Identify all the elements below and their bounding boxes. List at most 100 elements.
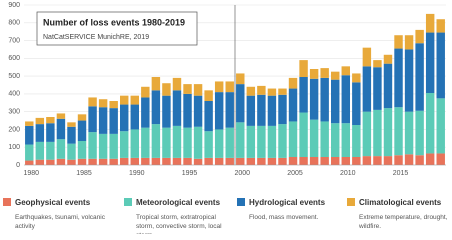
chart: 0 100 200 300 400 500 600 700 800 900 1980 1985 1990…: [3, 2, 448, 234]
bar-segment: [214, 157, 224, 165]
bar-segment: [35, 141, 45, 160]
bar-segment: [278, 124, 287, 158]
bar-segment: [109, 101, 118, 109]
bar-segment: [415, 110, 424, 156]
bar-segment: [352, 82, 361, 125]
bar-segment: [331, 157, 340, 165]
bar-segment: [415, 155, 424, 165]
bar-segment: [225, 92, 234, 128]
bar-segment: [88, 106, 97, 133]
bar-segment: [425, 93, 435, 154]
bar-segment: [193, 95, 203, 127]
bar-segment: [88, 158, 97, 165]
bar-segment: [425, 153, 435, 165]
bar-segment: [141, 127, 150, 158]
bar-segment: [77, 114, 87, 121]
bar-segment: [236, 73, 245, 85]
bar-segment: [172, 125, 182, 158]
bar-segment: [67, 143, 76, 160]
bar-segment: [425, 32, 435, 93]
bar-segment: [236, 122, 245, 158]
bar-segment: [331, 123, 340, 157]
bar-segment: [362, 156, 372, 165]
bar-segment: [352, 157, 361, 165]
bar-segment: [141, 97, 150, 128]
bar-segment: [436, 153, 445, 165]
bar-segment: [383, 63, 393, 109]
bar-segment: [373, 67, 382, 110]
bar-segment: [394, 155, 403, 165]
bar-segment: [341, 66, 350, 76]
x-tick-label: 2010: [340, 170, 356, 177]
legend-label: Climatological events: [359, 198, 442, 207]
bar-segment: [35, 159, 45, 165]
bar-segment: [362, 111, 372, 157]
bar-segment: [246, 95, 256, 126]
bar-segment: [25, 160, 34, 165]
bar-segment: [299, 60, 308, 77]
bar-segment: [373, 109, 382, 157]
bar-segment: [246, 86, 256, 96]
bar-segment: [162, 127, 171, 158]
bar-segment: [67, 122, 76, 127]
bar-segment: [383, 108, 393, 157]
bar-segment: [225, 157, 234, 165]
bar-segment: [130, 95, 139, 105]
y-tick-label: 300: [8, 109, 20, 116]
bar-segment: [35, 117, 45, 125]
y-tick-label: 900: [8, 2, 20, 9]
bar-segment: [436, 19, 445, 33]
bar-segment: [362, 47, 372, 67]
legend-label: Meteorological events: [136, 198, 221, 207]
legend-description: Flood, mass movement.: [249, 214, 319, 221]
legend-swatch: [237, 198, 245, 206]
bar-segment: [288, 77, 298, 89]
bar-segment: [436, 98, 445, 154]
bar-segment: [98, 133, 108, 159]
bar-segment: [320, 68, 329, 78]
bar-segment: [267, 95, 277, 126]
bar-segment: [193, 158, 203, 165]
bar-segment: [352, 125, 361, 157]
bar-segment: [193, 126, 203, 159]
legend-description: Earthquakes, tsunami, volcanic activity: [15, 214, 106, 230]
bar-segment: [394, 35, 403, 49]
bar-segment: [309, 119, 319, 157]
bar-segment: [151, 124, 161, 158]
bar-segment: [193, 84, 203, 96]
bar-segment: [214, 81, 224, 93]
bar-segment: [425, 13, 435, 33]
bar-segment: [331, 71, 340, 80]
bar-segment: [404, 35, 414, 50]
legend-label: Hydrological events: [249, 198, 326, 207]
bar-segment: [257, 94, 266, 126]
bar-segment: [236, 157, 245, 165]
legend-swatch: [3, 198, 11, 206]
bar-segment: [373, 60, 382, 68]
bar-segment: [362, 66, 372, 112]
bar-segment: [236, 84, 245, 123]
bar-segment: [404, 154, 414, 165]
bar-segment: [225, 127, 234, 158]
bar-segment: [120, 95, 129, 105]
bar-segment: [331, 79, 340, 124]
bar-segment: [109, 158, 118, 165]
chart-title: Number of loss events 1980-2019: [43, 17, 185, 27]
bar-segment: [56, 118, 66, 140]
chart-subtitle: NatCatSERVICE MunichRE, 2019: [43, 34, 149, 41]
bar-segment: [299, 77, 308, 113]
bar-segment: [56, 158, 66, 165]
bar-segment: [299, 112, 308, 157]
bar-segment: [415, 43, 424, 111]
bar-segment: [88, 97, 97, 107]
y-tick-label: 700: [8, 37, 20, 44]
x-tick-label: 1985: [76, 170, 92, 177]
bar-segment: [109, 108, 118, 134]
bar-segment: [120, 131, 129, 158]
bar-segment: [278, 88, 287, 95]
y-tick-label: 0: [16, 162, 20, 169]
bar-segment: [46, 123, 55, 142]
bar-segment: [225, 81, 234, 93]
bar-segment: [415, 29, 424, 44]
y-tick-label: 100: [8, 144, 20, 151]
